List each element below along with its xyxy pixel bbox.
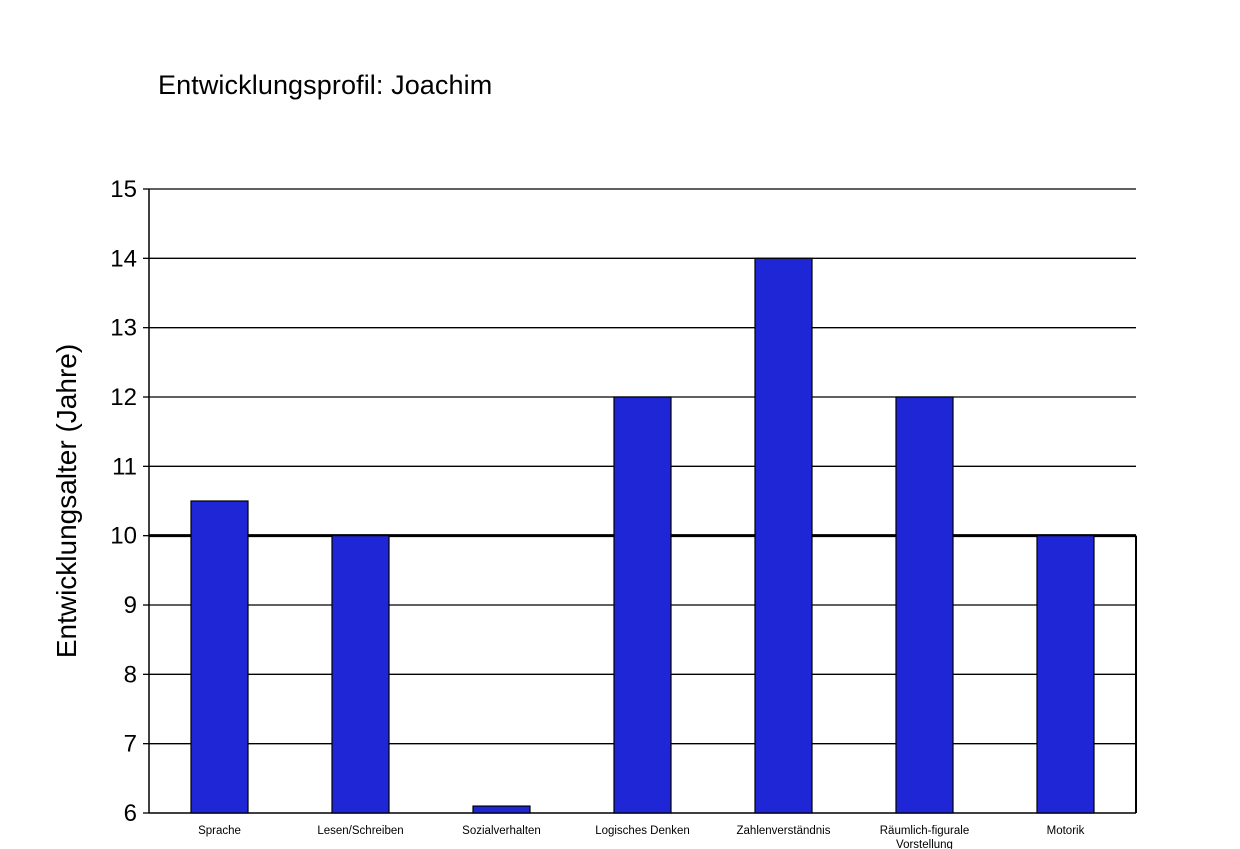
y-tick-label: 15 <box>110 176 137 203</box>
x-category-label: Sprache <box>198 825 241 837</box>
bar-sozialverhalten <box>472 805 531 814</box>
bar-räumlich-figurale-vorstellung <box>895 396 954 814</box>
x-category-label: Zahlenverständnis <box>737 825 831 837</box>
y-tick-label: 14 <box>110 245 137 272</box>
y-tick-label: 13 <box>110 315 137 342</box>
y-tick-label: 12 <box>110 384 137 411</box>
y-tick-label: 10 <box>110 523 137 550</box>
x-category-label: Räumlich-figurale Vorstellung <box>880 825 969 849</box>
x-category-label: Sozialverhalten <box>462 825 541 837</box>
y-tick-label: 8 <box>124 661 137 688</box>
x-category-label: Lesen/Schreiben <box>317 825 403 837</box>
bar-logisches-denken <box>613 396 672 814</box>
chart-title: Entwicklungsprofil: Joachim <box>158 70 493 100</box>
bar-zahlenverständnis <box>754 257 813 814</box>
y-tick-label: 7 <box>124 731 137 758</box>
bar-motorik <box>1036 535 1095 814</box>
x-category-label: Motorik <box>1047 825 1085 837</box>
bar-lesen-schreiben <box>331 535 390 814</box>
bar-sprache <box>190 500 249 814</box>
x-category-label: Logisches Denken <box>595 825 690 837</box>
y-tick-label: 11 <box>112 453 137 480</box>
y-tick-label: 6 <box>124 800 137 827</box>
y-tick-label: 9 <box>124 592 137 619</box>
